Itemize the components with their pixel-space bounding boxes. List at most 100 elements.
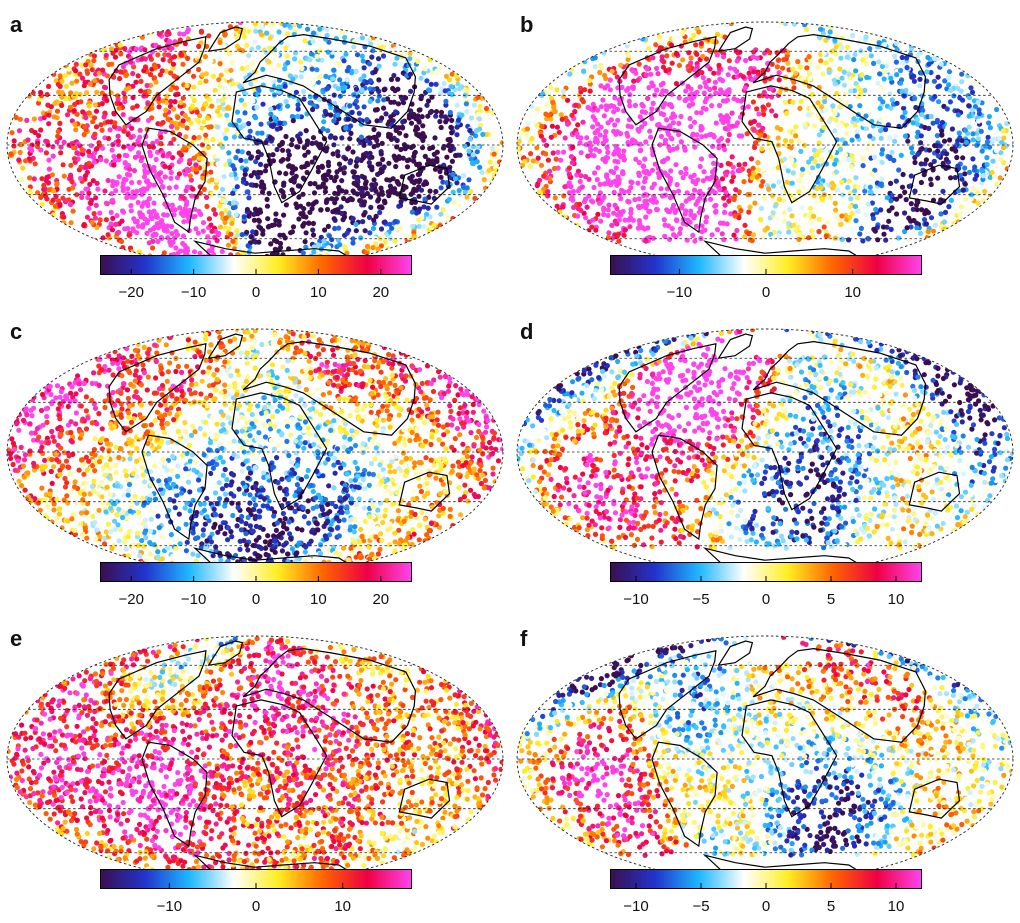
data-point — [70, 145, 77, 151]
data-point — [116, 229, 122, 235]
data-point — [411, 111, 417, 117]
data-point — [360, 58, 366, 64]
data-point — [640, 163, 646, 169]
data-point — [760, 125, 766, 131]
data-point — [653, 42, 659, 48]
data-point — [168, 223, 175, 230]
data-point — [226, 150, 232, 156]
data-point — [255, 92, 261, 98]
data-point — [204, 115, 210, 121]
data-point — [462, 189, 468, 195]
data-point — [976, 111, 982, 117]
data-point — [99, 127, 105, 133]
data-point — [443, 119, 449, 125]
data-point — [646, 85, 652, 91]
data-point — [110, 215, 116, 221]
data-point — [579, 184, 585, 190]
data-point — [242, 167, 248, 174]
data-point — [915, 121, 921, 127]
data-point — [716, 138, 722, 144]
data-point — [374, 118, 380, 124]
data-point — [590, 199, 596, 205]
data-point — [96, 363, 102, 369]
data-point — [768, 86, 774, 92]
data-point — [196, 208, 202, 214]
data-point — [368, 41, 374, 47]
data-point — [366, 61, 373, 67]
data-point — [991, 136, 997, 142]
data-point — [932, 94, 938, 100]
data-point — [90, 154, 96, 160]
data-point — [566, 171, 572, 177]
data-point — [457, 152, 463, 158]
data-point — [284, 53, 290, 59]
data-point — [377, 170, 383, 176]
data-point — [629, 137, 636, 143]
data-point — [191, 73, 197, 79]
data-point — [215, 98, 221, 104]
data-point — [178, 157, 184, 163]
data-point — [222, 31, 228, 37]
data-point — [530, 158, 536, 164]
coastline — [108, 36, 207, 126]
data-point — [251, 217, 257, 223]
data-point — [709, 103, 715, 109]
data-point — [863, 54, 869, 60]
data-point — [901, 93, 907, 99]
data-point — [941, 219, 948, 225]
data-point — [912, 95, 918, 102]
data-point — [101, 46, 107, 53]
data-point — [928, 162, 934, 168]
data-point — [168, 170, 174, 176]
data-point — [90, 119, 96, 125]
data-point — [73, 68, 79, 74]
data-point — [45, 504, 51, 510]
data-point — [868, 53, 874, 59]
data-point — [700, 53, 706, 60]
data-point — [870, 215, 876, 222]
data-point — [348, 545, 354, 552]
data-point — [296, 23, 303, 29]
data-point — [432, 135, 438, 141]
data-point — [468, 115, 475, 121]
data-point — [970, 137, 976, 143]
data-point — [893, 196, 900, 202]
data-point — [819, 157, 825, 163]
data-point — [80, 461, 86, 467]
data-point — [987, 174, 993, 180]
data-point — [691, 172, 697, 178]
data-point — [281, 182, 287, 188]
data-point — [832, 128, 838, 134]
data-point — [265, 224, 271, 230]
data-point — [627, 103, 633, 109]
data-point — [360, 219, 366, 225]
data-point — [185, 116, 191, 122]
data-point — [986, 120, 992, 126]
data-point — [341, 545, 347, 551]
data-point — [361, 175, 367, 181]
data-point — [43, 138, 49, 144]
data-point — [250, 229, 256, 235]
data-point — [124, 153, 130, 159]
data-point — [153, 79, 159, 85]
data-point — [594, 107, 601, 113]
data-point — [81, 56, 87, 62]
data-point — [678, 139, 684, 145]
data-point — [133, 79, 139, 85]
data-point — [960, 97, 966, 103]
data-point — [590, 217, 596, 223]
data-point — [480, 131, 486, 137]
data-point — [290, 167, 297, 173]
data-point — [283, 202, 289, 208]
data-point — [378, 243, 384, 249]
data-point — [860, 238, 866, 244]
data-point — [310, 220, 316, 227]
data-point — [650, 55, 656, 61]
data-point — [117, 76, 123, 82]
data-point — [952, 174, 958, 181]
data-point — [331, 118, 337, 124]
data-point — [589, 224, 595, 230]
data-point — [639, 109, 645, 115]
data-point — [32, 161, 38, 167]
data-point — [908, 201, 914, 207]
